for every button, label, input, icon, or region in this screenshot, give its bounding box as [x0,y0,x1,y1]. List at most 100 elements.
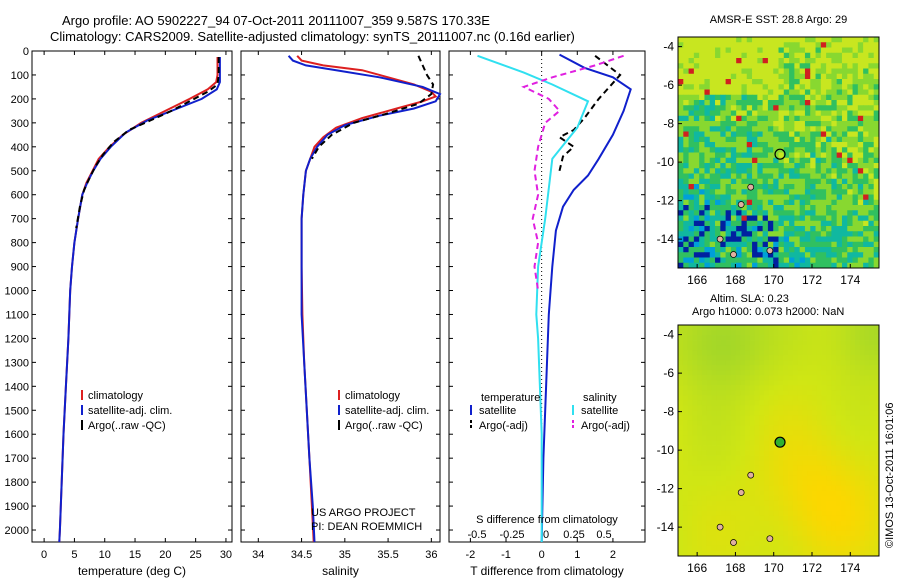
sla-cell [816,530,822,537]
sla-cell [692,390,698,396]
sla-cell [682,395,688,401]
sst-cell [757,236,764,243]
sla-cell [701,375,708,381]
sst-cell [746,126,753,132]
sla-cell [749,415,755,421]
sla-cell [701,345,708,351]
sst-cell [688,205,695,211]
sst-cell [752,68,758,75]
sla-cell [792,510,799,517]
sla-cell [687,385,693,391]
sla-cell [845,365,851,371]
legend-label: climatology [88,390,144,402]
sst-cell [857,100,864,106]
sla-cell [706,350,712,356]
sst-cell [826,241,832,248]
sla-cell [749,475,755,482]
sst-cell [868,163,875,169]
sst-cell [783,94,790,101]
sst-cell [847,241,853,248]
sla-cell [792,495,799,502]
sst-cell [757,47,764,54]
sla-cell [840,450,846,456]
sst-cell [873,68,880,75]
sst-cell [847,152,853,159]
sla-cell [864,375,870,381]
sla-cell [835,370,842,376]
sst-cell [783,152,790,159]
depth-tick-label: 1400 [5,381,29,393]
sla-cell [740,350,746,356]
sla-cell [754,405,760,411]
sla-cell [730,340,736,346]
sst-cell [863,231,869,237]
sla-cell [826,515,832,522]
sst-cell [725,142,732,148]
sla-cell [845,480,851,487]
sla-cell [735,325,741,331]
sla-cell [835,335,842,341]
sla-cell [697,465,703,472]
sst-cell [810,131,816,138]
sst-cell [778,184,785,190]
sst-cell [826,163,832,169]
sla-cell [826,465,832,472]
sst-cell [836,37,843,43]
sla-cell [749,335,755,341]
sla-cell [831,370,837,376]
map-x-tick-label: 170 [764,273,784,287]
sla-cell [845,515,851,522]
sla-cell [864,510,870,517]
sla-cell [725,470,732,477]
sst-cell [831,194,838,201]
sla-cell [850,325,856,331]
sst-cell [836,257,843,264]
sst-cell [868,131,875,138]
sst-cell [683,189,689,195]
sla-cell [816,355,822,361]
sla-cell [859,400,866,406]
sst-cell [873,94,880,101]
sst-cell [804,252,811,258]
sla-cell [730,440,736,446]
sla-cell [778,540,784,547]
sla-cell [759,415,765,421]
sla-cell [850,480,856,487]
sst-cell [693,241,700,248]
sst-cell [783,100,790,106]
sla-cell [869,350,875,356]
sst-cell [852,63,859,69]
sla-cell [768,395,775,401]
sla-cell [745,425,751,431]
sst-cell [683,131,689,138]
sla-cell [692,340,698,346]
sla-cell [850,400,856,406]
sla-cell [697,550,703,557]
sst-cell [688,247,695,253]
sst-cell [720,79,727,85]
sla-cell [721,420,727,426]
sst-cell [804,105,811,111]
sla-cell [730,390,736,396]
sla-cell [859,550,866,557]
sst-cell [810,89,816,96]
sla-cell [816,465,822,472]
sst-cell [836,189,843,195]
sst-cell [868,168,875,174]
sst-cell [815,110,822,117]
sla-cell [821,485,827,492]
sst-cell [757,84,764,90]
sla-cell [864,395,870,401]
sla-cell [687,415,693,421]
sst-cell [810,126,816,132]
sst-cell [715,89,721,96]
sst-cell [857,110,864,117]
sla-cell [835,365,842,371]
sst-cell [699,47,705,54]
sst-cell [757,94,764,101]
sst-cell [873,58,880,64]
sla-cell [725,500,732,507]
sla-cell [788,450,794,456]
sst-cell [783,210,790,216]
sst-cell [857,178,864,185]
